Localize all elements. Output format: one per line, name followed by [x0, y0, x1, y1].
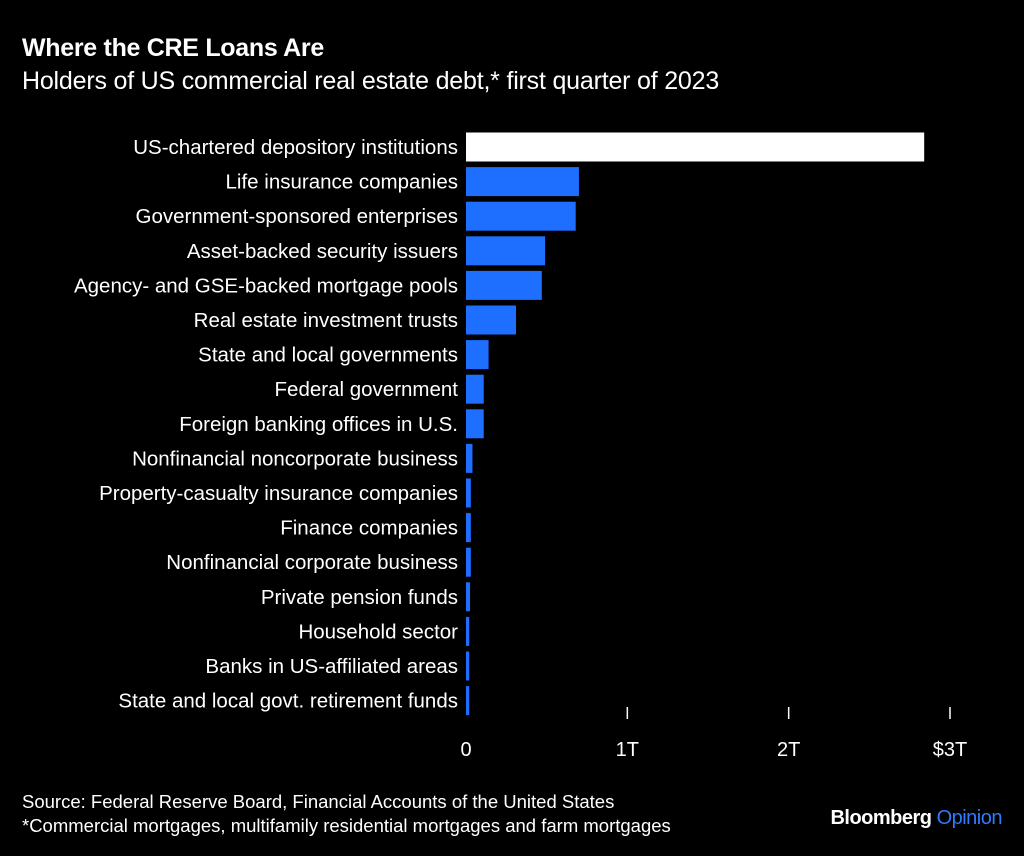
footnote: *Commercial mortgages, multifamily resid…: [22, 815, 671, 836]
bar: [466, 236, 546, 266]
bar: [466, 651, 470, 681]
category-label: Asset-backed security issuers: [187, 240, 458, 263]
bar: [466, 582, 471, 612]
category-label: Life insurance companies: [226, 171, 458, 194]
x-tick-label: 2T: [777, 739, 800, 761]
brand-name: Bloomberg: [830, 807, 932, 829]
category-label: Foreign banking offices in U.S.: [179, 413, 458, 436]
bar: [466, 201, 576, 231]
x-tick-label: 0: [460, 739, 471, 761]
category-label: Real estate investment trusts: [194, 309, 458, 332]
category-label: Nonfinancial corporate business: [166, 551, 458, 574]
bar: [466, 616, 470, 646]
category-label: Nonfinancial noncorporate business: [132, 447, 458, 470]
x-tick-label: $3T: [933, 739, 967, 761]
category-label: State and local governments: [198, 344, 458, 367]
bar: [466, 686, 470, 716]
bar: [466, 167, 579, 197]
brand-logo: Bloomberg Opinion: [830, 807, 1002, 830]
category-label: Agency- and GSE-backed mortgage pools: [74, 274, 458, 297]
bar: [466, 305, 517, 335]
category-label: State and local govt. retirement funds: [118, 690, 458, 713]
brand-accent: Opinion: [936, 807, 1003, 829]
bar: [466, 374, 484, 404]
bar: [466, 513, 471, 543]
category-label: Private pension funds: [261, 586, 458, 609]
bar: [466, 443, 473, 473]
bar-chart: US-chartered depository institutions Life…: [74, 132, 967, 761]
category-label: Property-casualty insurance companies: [99, 482, 458, 505]
category-label: Banks in US-affiliated areas: [205, 655, 458, 678]
bar: [466, 270, 542, 300]
bar: [466, 340, 489, 370]
category-label: Federal government: [275, 378, 459, 401]
chart-title: Where the CRE Loans Are: [22, 34, 324, 62]
category-label: Household sector: [298, 620, 458, 643]
category-label: Government-sponsored enterprises: [136, 205, 458, 228]
category-label: Finance companies: [280, 517, 458, 540]
source-note: Source: Federal Reserve Board, Financial…: [22, 791, 615, 812]
bar: [466, 547, 471, 577]
category-label: US-chartered depository institutions: [133, 136, 458, 159]
bar: [466, 478, 471, 508]
chart-subtitle: Holders of US commercial real estate deb…: [22, 67, 720, 95]
bar: [466, 132, 925, 162]
bar: [466, 409, 484, 439]
x-tick-label: 1T: [616, 739, 639, 761]
